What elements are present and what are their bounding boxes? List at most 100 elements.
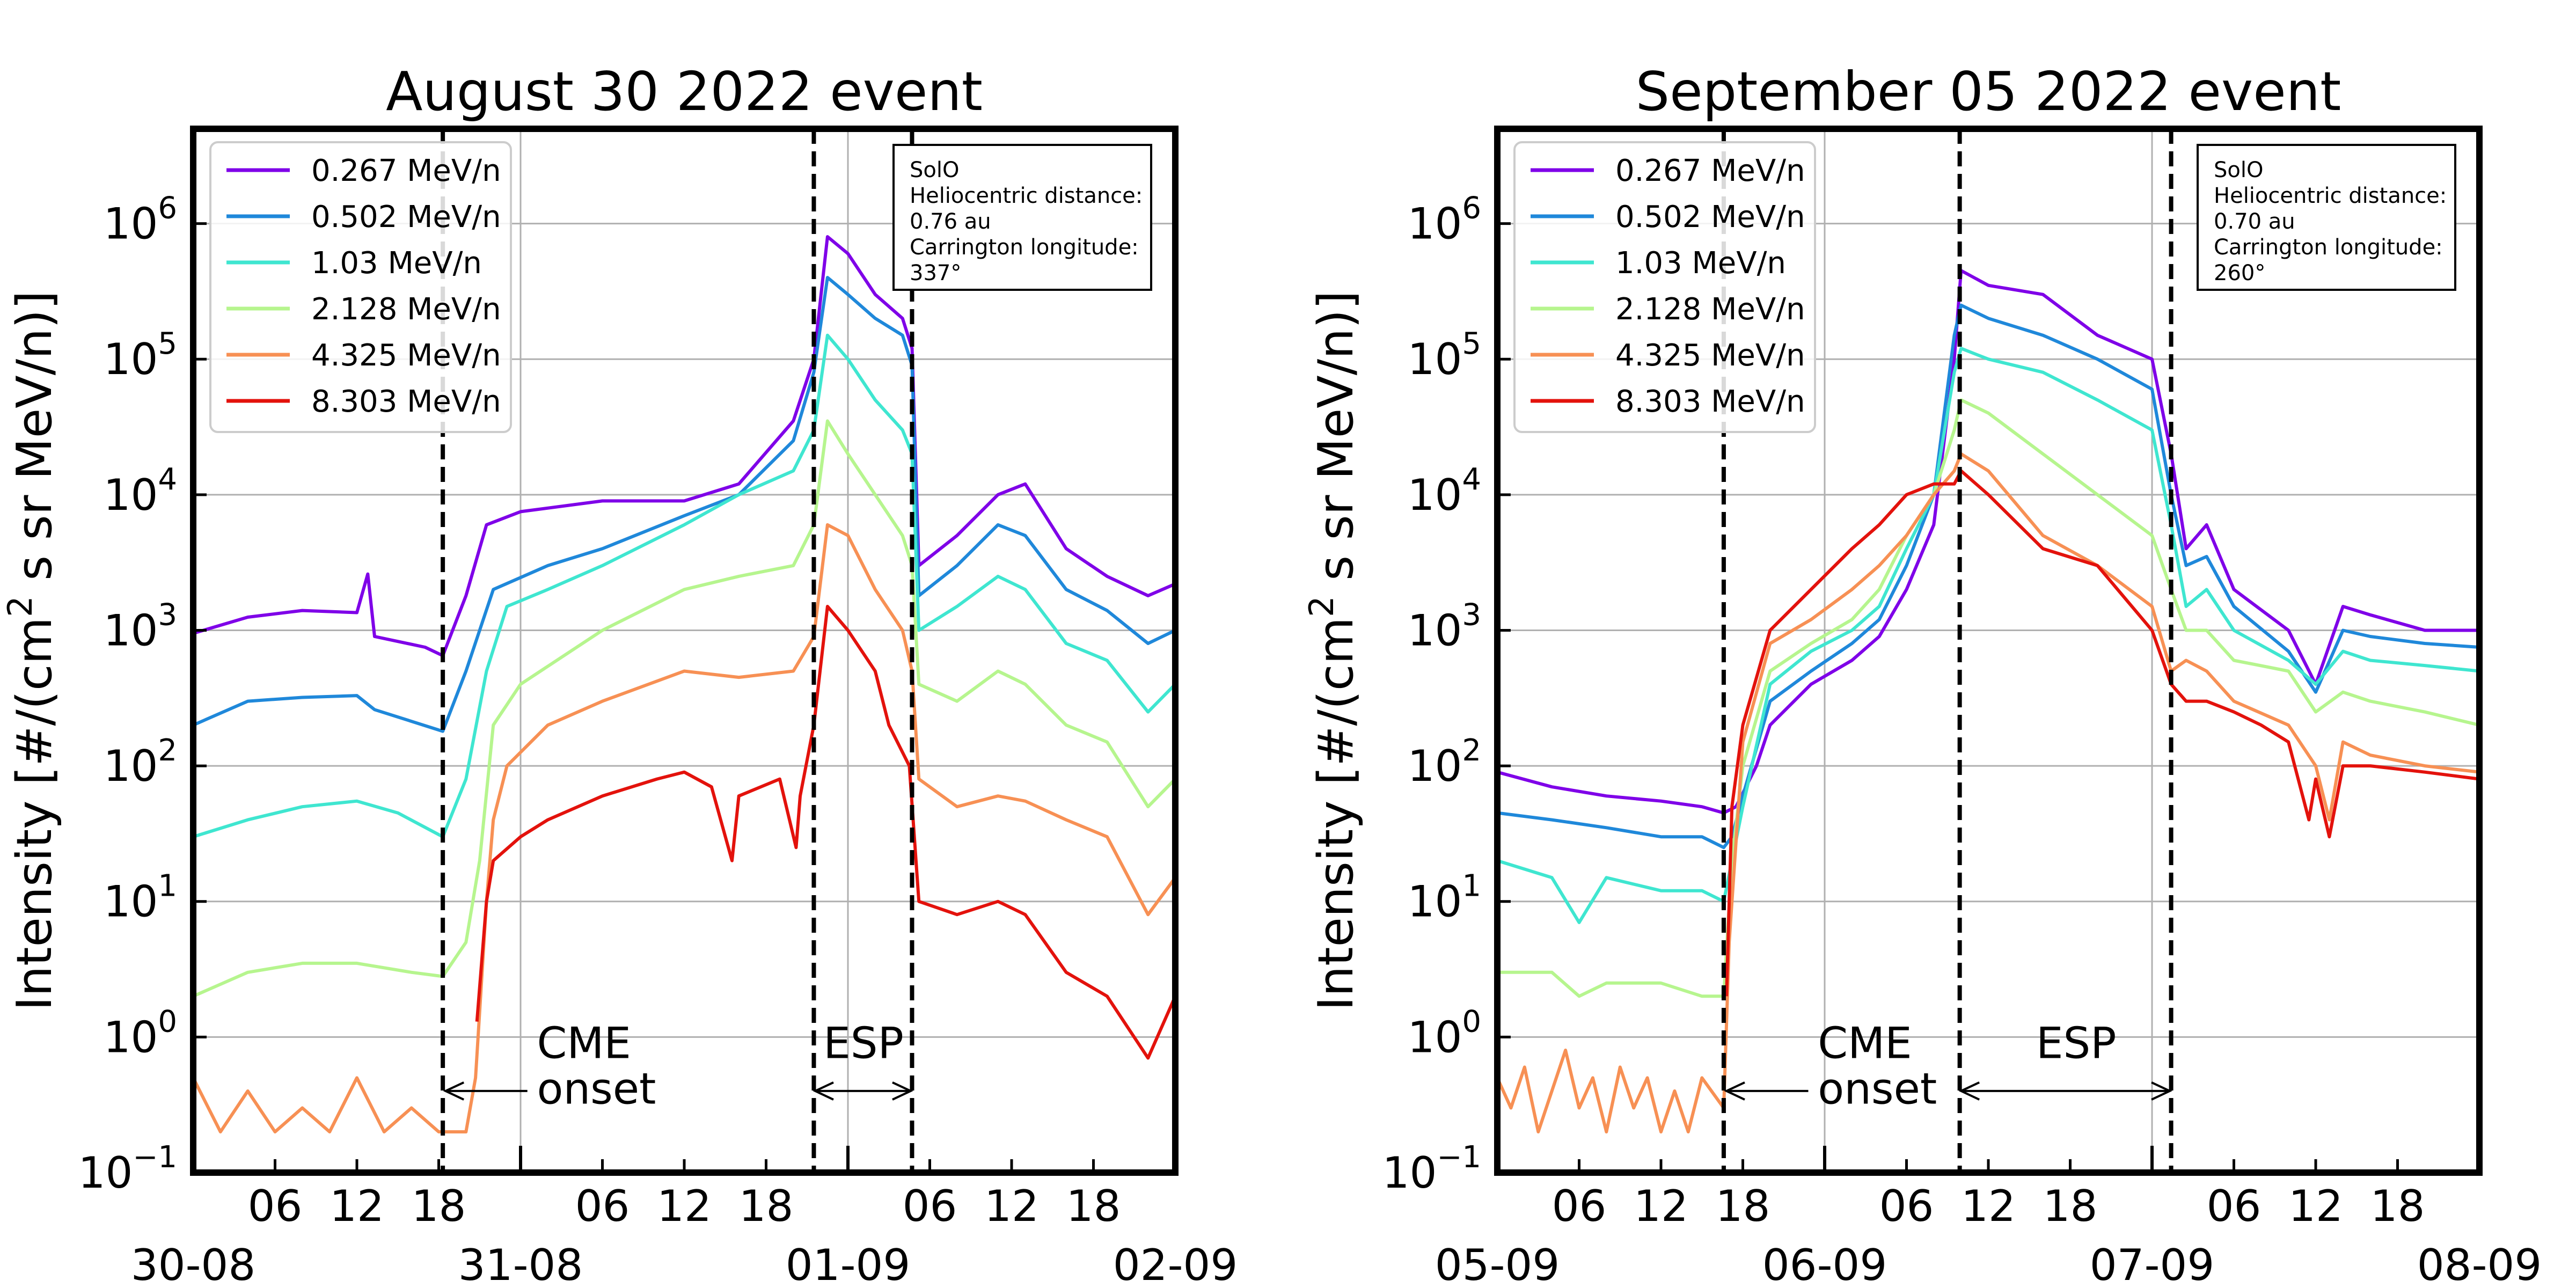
y-tick-exponent: 2 <box>1462 733 1481 768</box>
annotation-arrow-head <box>813 1081 834 1101</box>
x-minor-tick-label: 06 <box>575 1181 630 1231</box>
info-box-frame <box>892 144 1152 291</box>
y-tick-base: 10 <box>104 470 158 520</box>
x-minor-tick-label: 06 <box>248 1181 303 1231</box>
y-tick-label: 101 <box>104 869 177 927</box>
y-tick-exponent: 6 <box>158 191 177 226</box>
annotation-text: onset <box>1818 1064 1937 1114</box>
x-minor-tick-label: 06 <box>2207 1181 2262 1231</box>
series-line-4 <box>1497 398 2479 998</box>
legend-entry: 2.128 MeV/n <box>1615 292 1805 327</box>
y-tick-exponent: 4 <box>1462 462 1481 497</box>
x-minor-tick-label: 18 <box>739 1181 794 1231</box>
legend-entry: 0.502 MeV/n <box>1615 200 1805 235</box>
x-minor-tick-label: 06 <box>1552 1181 1607 1231</box>
x-major-tick-label: 08-09 <box>2417 1240 2542 1288</box>
annotation-text: CME <box>1818 1019 1912 1069</box>
x-minor-tick-label: 18 <box>1716 1181 1770 1231</box>
y-tick-base: 10 <box>1382 1148 1437 1198</box>
series-line-3 <box>1497 347 2479 924</box>
y-tick-base: 10 <box>104 877 158 927</box>
legend-entry: 0.502 MeV/n <box>311 200 501 235</box>
x-minor-tick-label: 18 <box>1066 1181 1121 1231</box>
x-minor-tick-label: 18 <box>2370 1181 2425 1231</box>
annotation-text: onset <box>537 1064 656 1114</box>
annotation-arrow-head <box>2151 1081 2172 1101</box>
y-tick-base: 10 <box>78 1148 133 1198</box>
annotation-text: CME <box>537 1019 631 1069</box>
annotation-arrow-head <box>1724 1081 1745 1101</box>
y-tick-base: 10 <box>104 334 158 384</box>
annotation-text: ESP <box>2036 1019 2117 1069</box>
annotation-text: ESP <box>823 1019 904 1069</box>
y-tick-base: 10 <box>1408 741 1462 791</box>
x-minor-tick-label: 12 <box>330 1181 384 1231</box>
x-major-tick-label: 02-09 <box>1113 1240 1238 1288</box>
legend-entry: 0.267 MeV/n <box>311 153 501 188</box>
y-tick-base: 10 <box>1408 1012 1462 1062</box>
y-tick-label: 106 <box>1408 191 1481 249</box>
y-tick-base: 10 <box>104 1012 158 1062</box>
y-tick-label: 101 <box>1408 869 1481 927</box>
info-box-frame <box>2197 144 2456 291</box>
info-box-line: SolO <box>910 158 959 182</box>
series-group <box>193 235 1175 1133</box>
x-major-tick-label: 07-09 <box>2090 1240 2214 1288</box>
x-minor-tick-label: 06 <box>1879 1181 1934 1231</box>
annotation-arrow-head <box>1958 1081 1980 1101</box>
info-box-line: 260° <box>2214 261 2265 286</box>
x-major-tick-label: 01-09 <box>786 1240 910 1288</box>
y-axis-label-rest: s sr MeV/n)] <box>6 291 63 596</box>
y-tick-base: 10 <box>1408 199 1462 249</box>
x-minor-tick-label: 12 <box>984 1181 1039 1231</box>
y-axis-label-text: Intensity [#/(cm <box>1308 617 1364 1011</box>
chart-title: September 05 2022 event <box>1636 60 2341 123</box>
series-line-2 <box>193 276 1175 733</box>
legend-entry: 0.267 MeV/n <box>1615 153 1805 188</box>
series-line-1 <box>193 235 1175 657</box>
series-line-6 <box>1725 469 2479 997</box>
y-tick-label: 105 <box>104 326 177 384</box>
legend: 0.267 MeV/n 0.502 MeV/n 1.03 MeV/n 2.128 Me… <box>1513 141 1816 433</box>
legend: 0.267 MeV/n 0.502 MeV/n 1.03 MeV/n 2.128 Me… <box>209 141 512 433</box>
y-tick-label: 102 <box>1408 733 1481 791</box>
x-minor-tick-label: 18 <box>412 1181 466 1231</box>
y-tick-base: 10 <box>1408 877 1462 927</box>
chart-title: August 30 2022 event <box>386 60 983 123</box>
series-line-5 <box>1497 452 2479 1133</box>
annotation: ESP <box>1958 1019 2172 1101</box>
y-tick-base: 10 <box>104 741 158 791</box>
info-box-line: 337° <box>910 261 961 286</box>
info-box-line: Heliocentric distance: <box>2214 184 2447 208</box>
y-tick-label: 103 <box>1408 597 1481 655</box>
y-tick-base: 10 <box>104 199 158 249</box>
y-tick-exponent: 4 <box>158 462 177 497</box>
legend-entry: 4.325 MeV/n <box>1615 338 1805 373</box>
y-tick-base: 10 <box>104 605 158 655</box>
legend-entry: 8.303 MeV/n <box>311 384 501 419</box>
x-minor-tick-label: 06 <box>903 1181 957 1231</box>
y-axis-label-sup: 2 <box>1302 596 1341 617</box>
x-minor-tick-label: 12 <box>1961 1181 2016 1231</box>
series-line-5 <box>193 523 1175 1133</box>
x-major-tick-label: 06-09 <box>1762 1240 1887 1288</box>
series-line-4 <box>193 419 1175 998</box>
y-tick-exponent: 3 <box>158 597 177 632</box>
info-box-line: SolO <box>2214 158 2263 182</box>
annotation: ESP <box>813 1019 913 1101</box>
x-major-tick-label: 31-08 <box>458 1240 583 1288</box>
y-axis-label-sup: 2 <box>1 596 40 617</box>
legend-entry: 1.03 MeV/n <box>311 246 482 281</box>
y-tick-exponent: 1 <box>1462 869 1481 904</box>
y-tick-label: 105 <box>1408 326 1481 384</box>
y-tick-exponent: 3 <box>1462 597 1481 632</box>
chart-panel-1: August 30 2022 event10−11001011021031041… <box>1 60 1238 1288</box>
y-tick-exponent: 2 <box>158 733 177 768</box>
info-box-line: Carrington longitude: <box>2214 235 2443 260</box>
info-box-line: 0.70 au <box>2214 209 2295 234</box>
legend-entry: 1.03 MeV/n <box>1615 246 1786 281</box>
y-tick-label: 102 <box>104 733 177 791</box>
x-minor-tick-label: 12 <box>657 1181 712 1231</box>
